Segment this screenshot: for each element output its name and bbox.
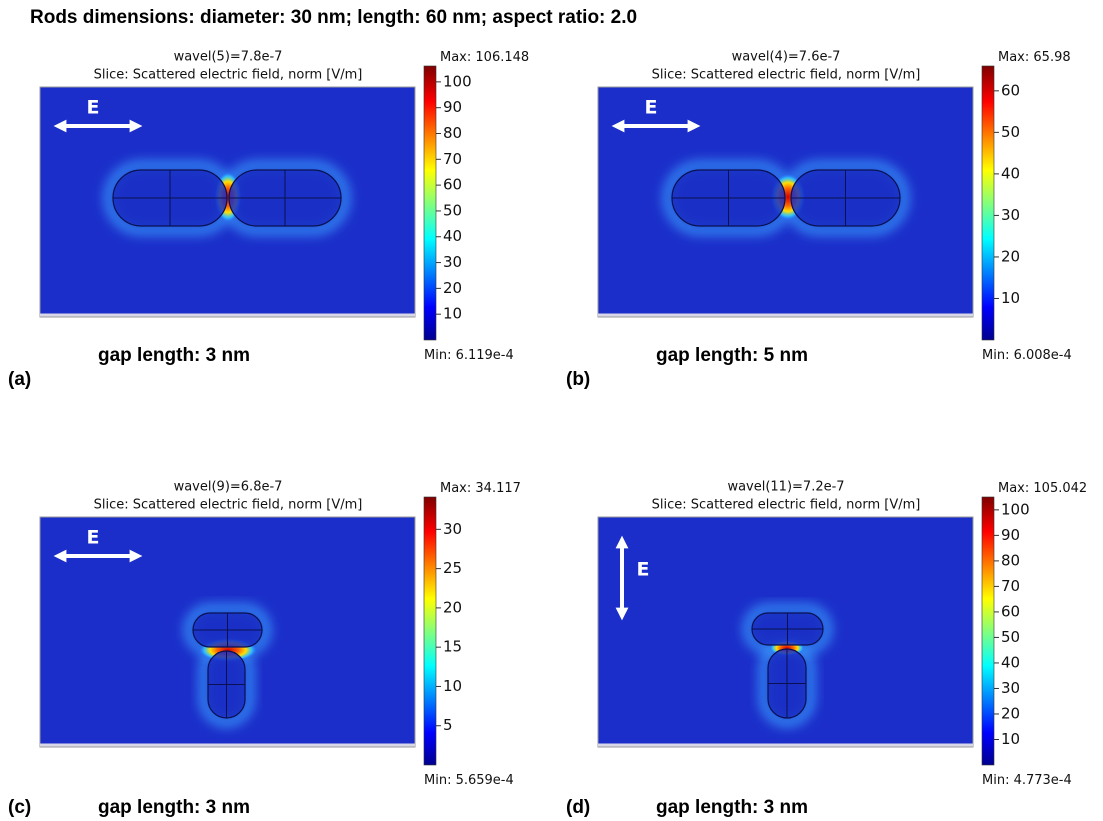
panel-quantity: Slice: Scattered electric field, norm [V… xyxy=(652,498,921,513)
colorbar-min-prefix: Min: xyxy=(424,348,451,363)
colorbar-tick-label: 90 xyxy=(443,98,462,116)
colorbar-max-value: 34.117 xyxy=(475,481,521,496)
colorbar-tick-label: 50 xyxy=(443,201,462,219)
panel-wavelength: wavel(11)=7.2e-7 xyxy=(727,480,844,495)
colorbar-tick-label: 20 xyxy=(443,279,462,297)
colorbar-tick-label: 100 xyxy=(1001,500,1030,518)
colorbar-tick-label: 70 xyxy=(1001,577,1020,595)
panel-wavelength: wavel(5)=7.8e-7 xyxy=(174,50,283,65)
panel-wavelength: wavel(4)=7.6e-7 xyxy=(732,50,841,65)
colorbar-min: Min: 6.008e-4 xyxy=(982,348,1072,363)
colorbar-max-prefix: Max: xyxy=(998,481,1029,496)
colorbar-max: Max: 106.148 xyxy=(440,50,529,65)
colorbar-tick-label: 25 xyxy=(443,559,462,577)
panel-letter: (d) xyxy=(566,797,590,818)
panel: wavel(5)=7.8e-7 Slice: Scattered electric… xyxy=(8,50,529,391)
colorbar-min-prefix: Min: xyxy=(424,773,451,788)
field-label: E xyxy=(645,97,658,119)
colorbar-tick-label: 30 xyxy=(1001,679,1020,697)
panel-quantity: Slice: Scattered electric field, norm [V… xyxy=(94,68,363,83)
colorbar-tick-label: 50 xyxy=(1001,628,1020,646)
colorbar-min-value: 4.773e-4 xyxy=(1014,773,1072,788)
panel: wavel(4)=7.6e-7 Slice: Scattered electric… xyxy=(566,50,1072,391)
colorbar-tick-label: 40 xyxy=(443,227,462,245)
colorbar-tick-label: 80 xyxy=(443,124,462,142)
panel: wavel(11)=7.2e-7 Slice: Scattered electri… xyxy=(566,480,1087,819)
colorbar-max: Max: 65.98 xyxy=(998,50,1071,65)
colorbar xyxy=(423,65,437,341)
colorbar-tick-label: 10 xyxy=(1001,289,1020,307)
colorbar-max: Max: 34.117 xyxy=(440,481,521,496)
colorbar-max-prefix: Max: xyxy=(440,481,471,496)
gap-label: gap length: 5 nm xyxy=(656,345,808,366)
gap-label: gap length: 3 nm xyxy=(98,345,250,366)
colorbar-min-value: 6.008e-4 xyxy=(1014,348,1072,363)
gap-label: gap length: 3 nm xyxy=(656,797,808,818)
colorbar-tick-label: 60 xyxy=(1001,81,1020,99)
colorbar-tick-label: 15 xyxy=(443,638,462,656)
colorbar-max: Max: 105.042 xyxy=(998,481,1087,496)
panel-letter: (c) xyxy=(8,797,31,818)
field-label: E xyxy=(87,97,100,119)
panel-quantity: Slice: Scattered electric field, norm [V… xyxy=(652,68,921,83)
colorbar-max-prefix: Max: xyxy=(440,50,471,65)
colorbar-max-prefix: Max: xyxy=(998,50,1029,65)
colorbar-max-value: 65.98 xyxy=(1033,50,1070,65)
colorbar-tick-label: 5 xyxy=(443,716,453,734)
panel-quantity: Slice: Scattered electric field, norm [V… xyxy=(94,498,363,513)
field-label: E xyxy=(637,559,650,581)
panel: wavel(9)=6.8e-7 Slice: Scattered electric… xyxy=(8,480,521,819)
colorbar-max-value: 106.148 xyxy=(475,50,529,65)
panel-letter: (a) xyxy=(8,369,31,390)
colorbar-tick-label: 20 xyxy=(1001,247,1020,265)
colorbar-tick-label: 90 xyxy=(1001,526,1020,544)
gap-label: gap length: 3 nm xyxy=(98,797,250,818)
colorbar xyxy=(981,496,995,766)
colorbar-tick-label: 100 xyxy=(443,72,472,90)
panel-wavelength: wavel(9)=6.8e-7 xyxy=(174,480,283,495)
colorbar-min: Min: 6.119e-4 xyxy=(424,348,514,363)
field-label: E xyxy=(87,527,100,549)
colorbar-min: Min: 5.659e-4 xyxy=(424,773,514,788)
colorbar-min-value: 6.119e-4 xyxy=(456,348,514,363)
colorbar-tick-label: 60 xyxy=(443,176,462,194)
colorbar-min-prefix: Min: xyxy=(982,348,1009,363)
colorbar-tick-label: 20 xyxy=(1001,704,1020,722)
colorbar xyxy=(423,496,437,766)
colorbar-min-prefix: Min: xyxy=(982,773,1009,788)
colorbar-min: Min: 4.773e-4 xyxy=(982,773,1072,788)
figure-title: Rods dimensions: diameter: 30 nm; length… xyxy=(30,7,637,28)
colorbar-tick-label: 20 xyxy=(443,598,462,616)
colorbar-tick-label: 30 xyxy=(443,253,462,271)
colorbar-tick-label: 30 xyxy=(1001,206,1020,224)
colorbar-tick-label: 40 xyxy=(1001,653,1020,671)
colorbar-tick-label: 50 xyxy=(1001,123,1020,141)
colorbar-tick-label: 10 xyxy=(1001,730,1020,748)
colorbar-max-value: 105.042 xyxy=(1033,481,1087,496)
colorbar xyxy=(981,65,995,341)
panel-letter: (b) xyxy=(566,369,590,390)
colorbar-tick-label: 40 xyxy=(1001,164,1020,182)
colorbar-tick-label: 10 xyxy=(443,305,462,323)
colorbar-tick-label: 10 xyxy=(443,677,462,695)
colorbar-tick-label: 70 xyxy=(443,150,462,168)
colorbar-tick-label: 30 xyxy=(443,520,462,538)
colorbar-tick-label: 60 xyxy=(1001,602,1020,620)
colorbar-min-value: 5.659e-4 xyxy=(456,773,514,788)
colorbar-tick-label: 80 xyxy=(1001,551,1020,569)
